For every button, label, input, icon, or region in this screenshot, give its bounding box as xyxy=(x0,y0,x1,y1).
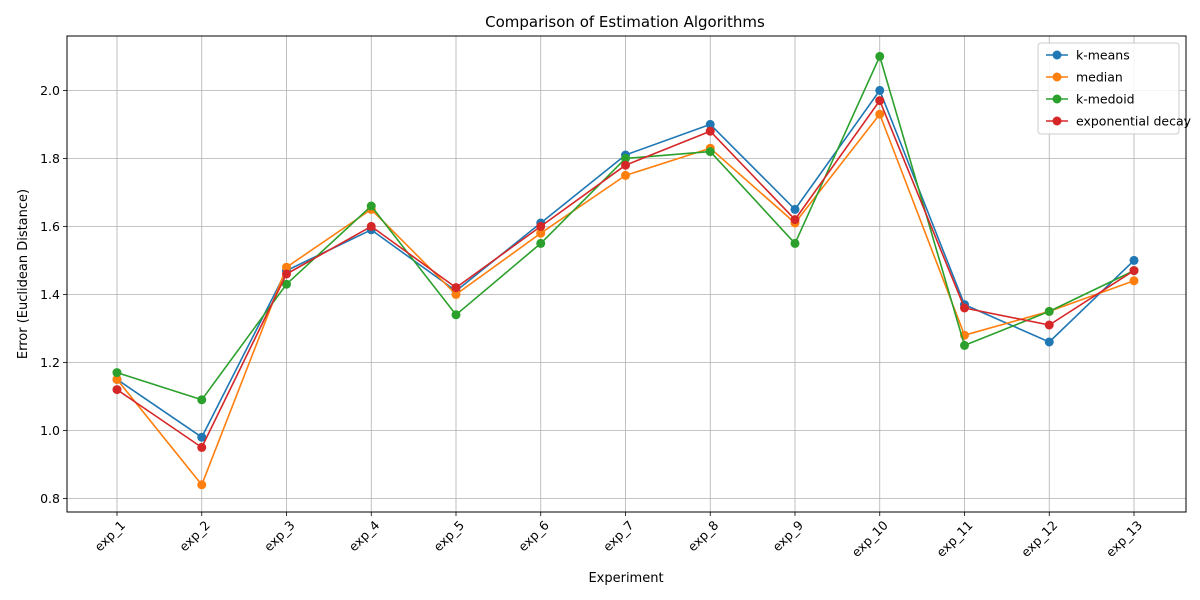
grid xyxy=(67,36,1186,512)
data-point xyxy=(451,310,461,320)
legend-marker xyxy=(1052,50,1062,60)
data-point xyxy=(875,109,885,119)
legend-item: median xyxy=(1046,70,1123,85)
legend-item: k-medoid xyxy=(1046,92,1135,107)
x-tick-label: exp_8 xyxy=(685,517,722,554)
data-point xyxy=(790,204,800,214)
legend-box xyxy=(1037,42,1180,135)
data-point xyxy=(875,85,885,95)
y-tick-label: 1.4 xyxy=(40,287,60,302)
x-tick-label: exp_4 xyxy=(346,517,383,554)
series-lines xyxy=(112,51,1139,490)
data-point xyxy=(112,374,122,384)
x-ticks: exp_1 exp_2 exp_3 exp_4 exp_5 exp_6 exp_7 exp_8… xyxy=(91,512,1145,560)
data-point xyxy=(875,51,885,61)
y-tick-label: 1.8 xyxy=(40,151,60,166)
y-axis-label: Error (Euclidean Distance) xyxy=(16,189,31,359)
x-axis-label: Experiment xyxy=(588,571,663,586)
legend-label: k-medoid xyxy=(1076,92,1135,107)
data-point xyxy=(197,395,207,405)
data-point xyxy=(1044,337,1054,347)
legend-item: k-means xyxy=(1046,48,1130,63)
x-tick-label: exp_5 xyxy=(430,518,467,555)
legend-marker xyxy=(1052,94,1062,104)
data-point xyxy=(282,262,291,272)
data-point xyxy=(282,269,291,279)
data-point xyxy=(960,340,969,350)
data-point xyxy=(705,119,715,129)
legend-item: exponential decay xyxy=(1046,114,1192,129)
data-point xyxy=(875,96,885,106)
series-median xyxy=(112,109,1139,490)
y-tick-label: 1.0 xyxy=(40,423,60,438)
legend-marker xyxy=(1052,72,1062,82)
data-point xyxy=(197,480,207,490)
legend-label: k-means xyxy=(1076,48,1130,63)
data-point xyxy=(960,303,969,313)
data-point xyxy=(197,442,207,452)
x-tick-label: exp_1 xyxy=(91,518,128,555)
x-tick-label: exp_11 xyxy=(933,518,975,560)
data-point xyxy=(112,385,122,395)
data-point xyxy=(282,279,291,289)
y-tick-label: 1.2 xyxy=(40,355,60,370)
data-point xyxy=(536,221,546,231)
data-point xyxy=(451,283,461,293)
legend: k-means median k-medoid exponential decay xyxy=(1037,42,1192,135)
data-point xyxy=(366,221,376,231)
series-exponential-decay xyxy=(112,96,1139,452)
plot-frame xyxy=(66,35,1187,513)
y-ticks: 0.8 1.0 1.2 1.4 1.6 1.8 2.0 xyxy=(40,83,67,506)
x-tick-label: exp_2 xyxy=(176,518,213,555)
data-point xyxy=(451,289,461,299)
data-point xyxy=(790,238,800,248)
legend-marker xyxy=(1052,116,1062,126)
data-point xyxy=(705,147,715,157)
x-tick-label: exp_12 xyxy=(1018,518,1060,560)
chart-title: Comparison of Estimation Algorithms xyxy=(485,13,765,31)
data-point xyxy=(1044,306,1054,316)
y-tick-label: 0.8 xyxy=(40,491,60,506)
x-tick-label: exp_9 xyxy=(769,517,806,554)
data-point xyxy=(197,432,207,442)
x-tick-label: exp_7 xyxy=(600,518,637,555)
data-point xyxy=(621,170,630,180)
data-point xyxy=(621,160,630,170)
data-point xyxy=(536,228,546,238)
x-tick-label: exp_6 xyxy=(515,517,552,554)
data-point xyxy=(1129,255,1139,265)
x-tick-label: exp_10 xyxy=(848,517,890,559)
data-point xyxy=(1129,266,1139,276)
legend-label: median xyxy=(1076,70,1123,85)
y-tick-label: 1.6 xyxy=(40,219,60,234)
data-point xyxy=(790,215,800,225)
legend-label: exponential decay xyxy=(1076,114,1192,129)
data-point xyxy=(536,238,546,248)
data-point xyxy=(366,201,376,211)
data-point xyxy=(621,153,630,163)
data-point xyxy=(705,126,715,136)
x-tick-label: exp_3 xyxy=(261,518,298,555)
x-tick-label: exp_13 xyxy=(1103,518,1145,560)
data-point xyxy=(1044,320,1054,330)
y-tick-label: 2.0 xyxy=(40,83,60,98)
data-point xyxy=(112,368,122,378)
data-point xyxy=(1129,276,1139,286)
